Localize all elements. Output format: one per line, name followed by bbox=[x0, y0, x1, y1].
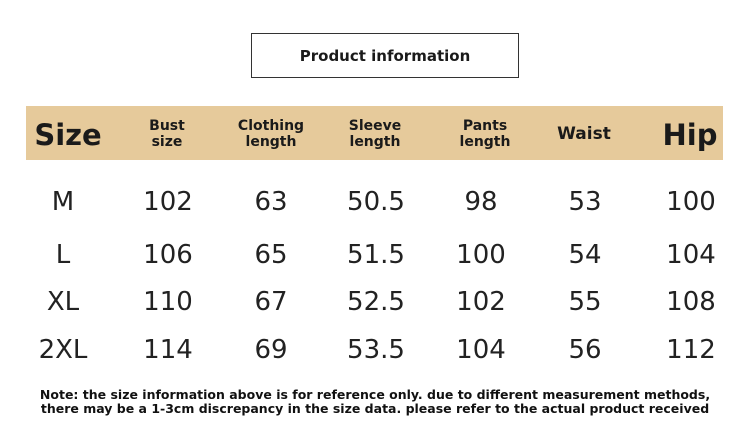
header-cell: Waist bbox=[557, 124, 611, 144]
table-cell: 55 bbox=[568, 287, 602, 317]
table-cell: 114 bbox=[143, 335, 193, 365]
header-line: Size bbox=[34, 118, 102, 152]
header-cell: Pants length bbox=[460, 118, 511, 150]
header-cell: Clothing length bbox=[238, 118, 304, 150]
header-band bbox=[26, 106, 723, 160]
table-cell: L bbox=[55, 240, 71, 270]
table-cell: 67 bbox=[254, 287, 288, 317]
table-cell: 69 bbox=[254, 335, 288, 365]
table-cell: 110 bbox=[143, 287, 193, 317]
header-cell: Hip bbox=[663, 119, 718, 151]
table-cell: 98 bbox=[464, 187, 498, 217]
header-cell: Size bbox=[34, 119, 101, 151]
header-line: Hip bbox=[662, 118, 718, 152]
table-cell: 108 bbox=[666, 287, 716, 317]
table-cell: 100 bbox=[666, 187, 716, 217]
header-cell: Bust size bbox=[149, 118, 185, 150]
table-cell: 106 bbox=[143, 240, 193, 270]
header-line: Sleeve bbox=[348, 118, 402, 134]
table-cell: 50.5 bbox=[347, 187, 405, 217]
table-cell: M bbox=[51, 187, 75, 217]
table-cell: 102 bbox=[456, 287, 506, 317]
table-cell: 54 bbox=[568, 240, 602, 270]
header-line: length bbox=[349, 134, 401, 150]
table-cell: 63 bbox=[254, 187, 288, 217]
note-line: there may be a 1-3cm discrepancy in the … bbox=[40, 401, 710, 416]
table-cell: 2XL bbox=[38, 335, 88, 365]
table-cell: 53.5 bbox=[347, 335, 405, 365]
table-cell: 51.5 bbox=[347, 240, 405, 270]
note-line: Note: the size information above is for … bbox=[39, 387, 711, 402]
table-cell: XL bbox=[46, 287, 80, 317]
table-cell: 56 bbox=[568, 335, 602, 365]
table-cell: 100 bbox=[456, 240, 506, 270]
table-cell: 104 bbox=[456, 335, 506, 365]
table-cell: 104 bbox=[666, 240, 716, 270]
table-cell: 53 bbox=[568, 187, 602, 217]
header-line: length bbox=[245, 134, 297, 150]
table-cell: 65 bbox=[254, 240, 288, 270]
title: Product information bbox=[251, 33, 519, 78]
header-cell: Sleeve length bbox=[349, 118, 402, 150]
table-cell: 112 bbox=[666, 335, 716, 365]
table-cell: 52.5 bbox=[347, 287, 405, 317]
header-line: Clothing bbox=[237, 118, 305, 134]
header-line: Waist bbox=[557, 124, 611, 144]
header-line: size bbox=[151, 134, 183, 150]
table-cell: 102 bbox=[143, 187, 193, 217]
header-line: Pants bbox=[462, 118, 508, 134]
header-line: Bust bbox=[149, 118, 185, 134]
header-line: length bbox=[459, 134, 511, 150]
